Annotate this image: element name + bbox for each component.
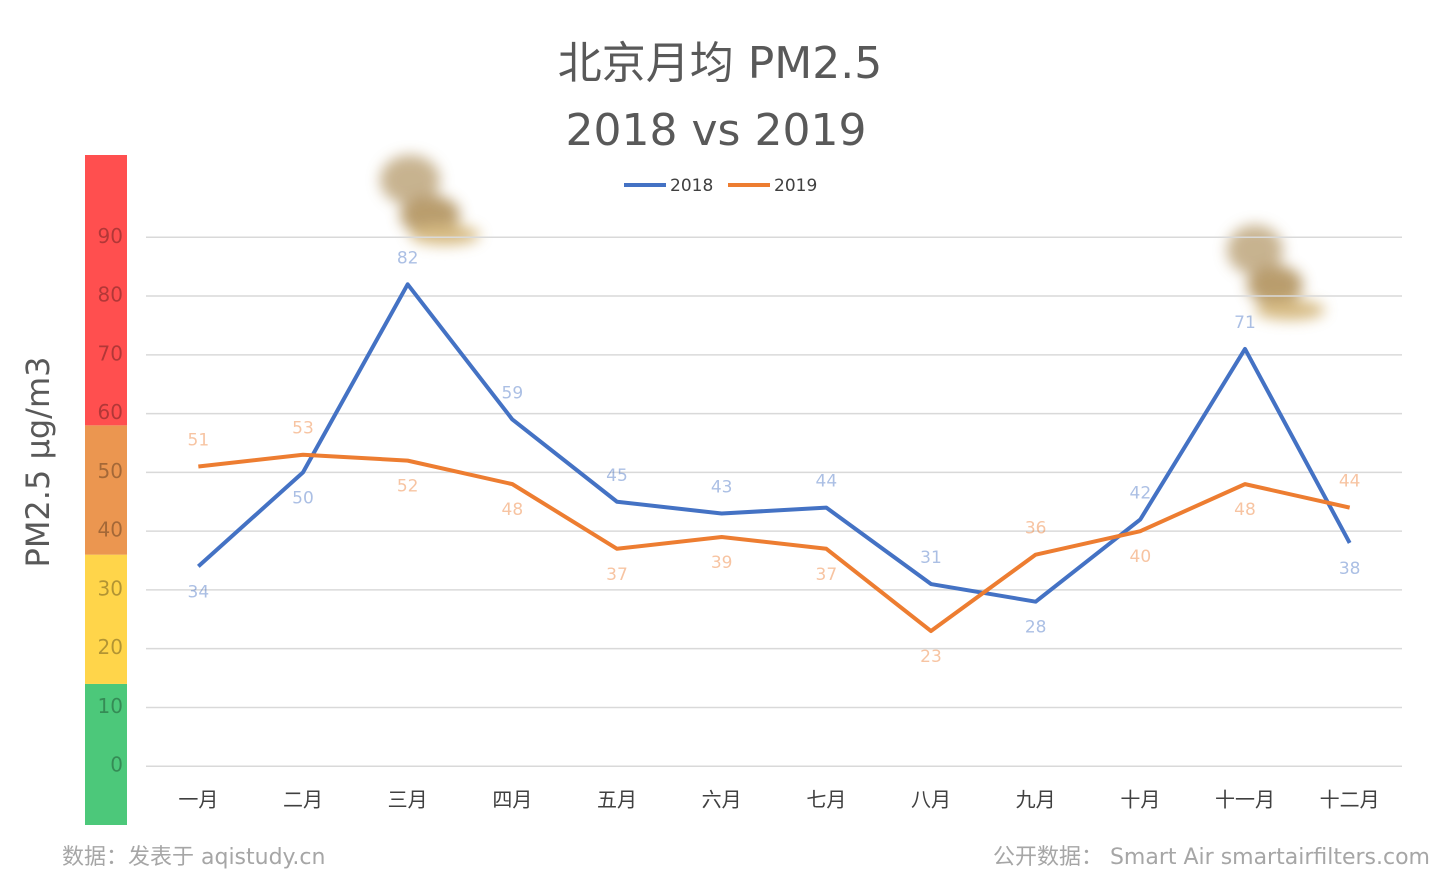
data-label: 43: [711, 478, 733, 498]
series-line: [198, 452, 1351, 634]
y-tick-label: 80: [98, 283, 123, 307]
y-axis-label: PM2.5 μg/m3: [19, 357, 57, 568]
y-tick-label: 30: [98, 576, 123, 600]
data-label: 45: [606, 466, 628, 486]
legend-label: 2019: [774, 176, 817, 196]
source-right: 公开数据： Smart Air smartairfilters.com: [993, 845, 1430, 870]
data-label: 51: [188, 430, 210, 450]
y-tick-label: 20: [98, 635, 123, 659]
data-label: 34: [188, 582, 210, 602]
data-label: 44: [1339, 472, 1361, 492]
x-tick-label: 一月: [178, 788, 218, 812]
data-label: 23: [920, 647, 942, 667]
x-tick-label: 八月: [911, 788, 951, 812]
data-label: 28: [1025, 618, 1047, 638]
data-label: 37: [816, 565, 838, 585]
data-label: 53: [292, 419, 314, 439]
data-label: 50: [292, 488, 314, 508]
series-line: [196, 282, 1352, 604]
data-label: 37: [606, 565, 628, 585]
aqi-band: [85, 425, 127, 555]
data-label: 52: [397, 477, 419, 497]
data-label: 82: [397, 248, 419, 268]
data-label: 59: [502, 383, 524, 403]
aqi-band: [85, 554, 127, 684]
y-tick-label: 50: [98, 459, 123, 483]
x-tick-label: 六月: [702, 788, 742, 812]
y-tick-label: 0: [110, 753, 123, 777]
data-label: 42: [1130, 483, 1152, 503]
x-tick-label: 十二月: [1320, 788, 1380, 812]
data-label: 31: [920, 548, 942, 568]
chart-subtitle: 2018 vs 2019: [566, 105, 867, 156]
x-tick-label: 九月: [1016, 788, 1056, 812]
x-tick-label: 十一月: [1215, 788, 1275, 812]
data-label: 48: [1234, 500, 1256, 520]
data-label: 38: [1339, 559, 1361, 579]
aqi-band: [85, 683, 127, 825]
source-left: 数据：发表于 aqistudy.cn: [62, 845, 325, 870]
y-tick-label: 90: [98, 224, 123, 248]
aqi-band: [85, 155, 127, 426]
x-tick-label: 三月: [388, 788, 428, 812]
chart-title: 北京月均 PM2.5: [558, 38, 882, 89]
x-tick-label: 二月: [283, 788, 323, 812]
y-tick-label: 40: [98, 518, 123, 542]
legend-label: 2018: [670, 176, 713, 196]
y-tick-label: 10: [98, 694, 123, 718]
data-label: 36: [1025, 519, 1047, 539]
x-tick-label: 五月: [597, 788, 637, 812]
data-label: 39: [711, 553, 733, 573]
y-tick-label: 60: [98, 400, 123, 424]
x-tick-label: 四月: [492, 788, 532, 812]
data-label: 48: [502, 500, 524, 520]
data-label: 40: [1130, 547, 1152, 567]
data-label: 71: [1234, 313, 1256, 333]
data-label: 44: [816, 472, 838, 492]
x-tick-label: 七月: [806, 788, 846, 812]
x-tick-label: 十月: [1120, 788, 1160, 812]
y-tick-label: 70: [98, 341, 123, 365]
